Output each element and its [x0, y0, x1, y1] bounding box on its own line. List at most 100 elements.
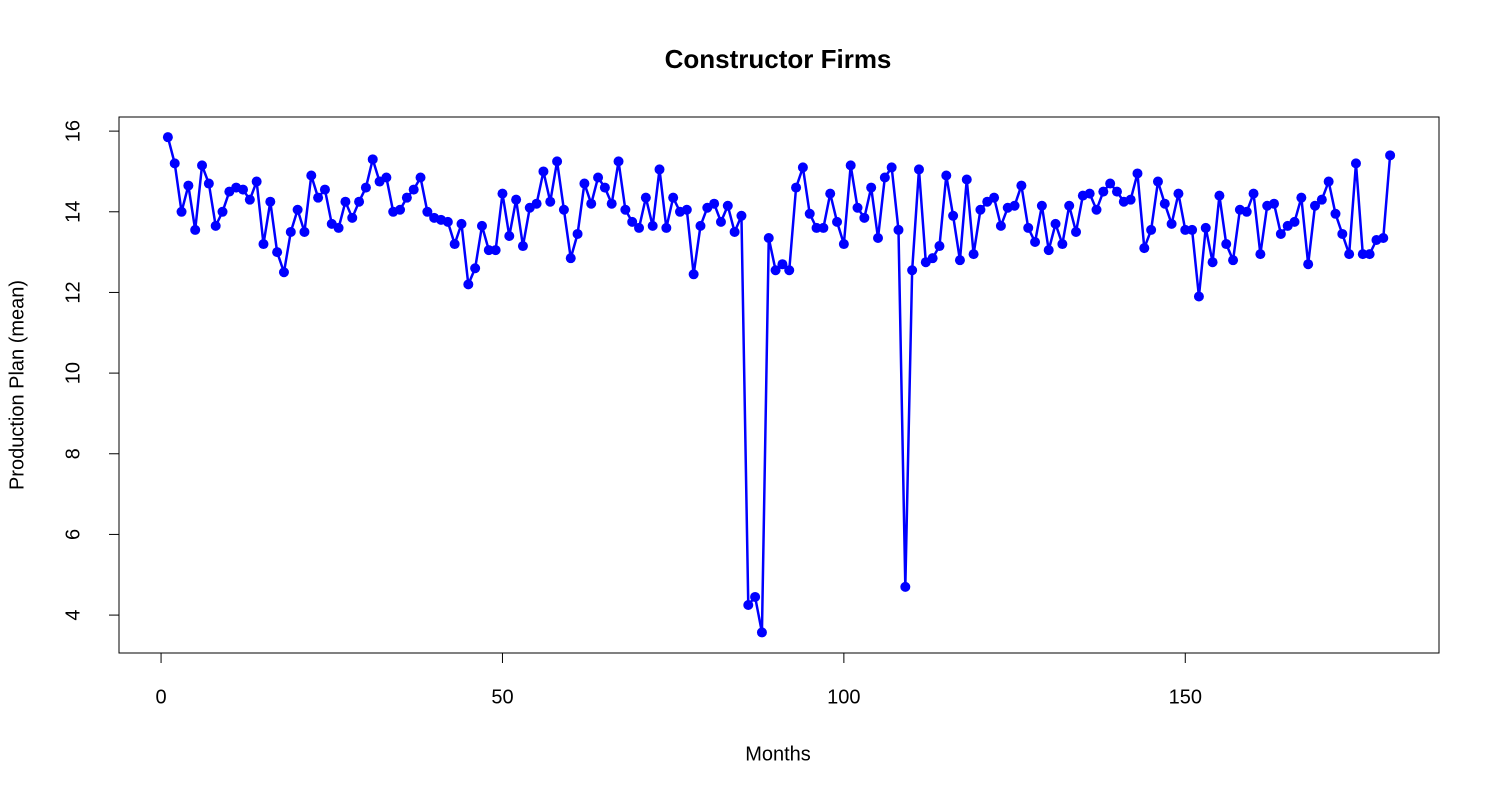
data-point	[354, 196, 365, 207]
data-point	[866, 182, 877, 193]
y-tick-label: 12	[62, 281, 84, 303]
data-point	[722, 200, 733, 211]
data-point	[756, 627, 767, 638]
data-point	[340, 196, 351, 207]
data-point	[948, 210, 959, 221]
data-point	[1166, 218, 1177, 229]
data-point	[1050, 218, 1061, 229]
data-point	[825, 188, 836, 199]
data-point	[620, 204, 631, 215]
data-point	[852, 202, 863, 213]
data-point	[1193, 291, 1204, 302]
data-point	[1091, 204, 1102, 215]
data-point	[1296, 192, 1307, 203]
data-point	[681, 204, 692, 215]
data-point	[770, 265, 781, 276]
data-point	[1159, 198, 1170, 209]
data-point	[1200, 222, 1211, 233]
data-point	[360, 182, 371, 193]
data-point	[579, 178, 590, 189]
data-point	[1344, 249, 1355, 260]
data-point	[1337, 228, 1348, 239]
data-point	[1248, 188, 1259, 199]
data-point	[989, 192, 1000, 203]
data-point	[934, 241, 945, 252]
data-point	[1303, 259, 1314, 270]
y-tick-label: 4	[62, 610, 84, 621]
data-point	[975, 204, 986, 215]
x-axis-label: Months	[745, 743, 811, 765]
data-point	[470, 263, 481, 274]
data-point	[401, 192, 412, 203]
data-point	[313, 192, 324, 203]
data-point	[1030, 237, 1041, 248]
data-point	[893, 224, 904, 235]
data-point	[1023, 222, 1034, 233]
data-point	[1064, 200, 1075, 211]
data-point	[1111, 186, 1122, 197]
data-point	[162, 132, 173, 143]
data-point	[558, 204, 569, 215]
data-point	[244, 194, 255, 205]
data-point	[511, 194, 522, 205]
data-point	[832, 216, 843, 227]
data-point	[442, 216, 453, 227]
data-point	[777, 259, 788, 270]
data-point	[907, 265, 918, 276]
data-point	[797, 162, 808, 173]
y-axis-label: Production Plan (mean)	[6, 280, 28, 490]
data-point	[736, 210, 747, 221]
data-point	[265, 196, 276, 207]
data-point	[381, 172, 392, 183]
data-point	[395, 204, 406, 215]
data-point	[1221, 239, 1232, 250]
data-point	[995, 220, 1006, 231]
data-point	[804, 208, 815, 219]
data-point	[183, 180, 194, 191]
data-point	[729, 226, 740, 237]
data-point	[913, 164, 924, 175]
data-point	[845, 160, 856, 171]
data-point	[606, 198, 617, 209]
data-point	[640, 192, 651, 203]
x-tick-label: 100	[827, 686, 860, 708]
data-point	[709, 198, 720, 209]
data-point	[1207, 257, 1218, 268]
data-point	[1071, 226, 1082, 237]
data-point	[1255, 249, 1266, 260]
data-point	[531, 198, 542, 209]
data-point	[449, 239, 460, 250]
data-point	[599, 182, 610, 193]
data-point	[422, 206, 433, 217]
data-point	[859, 212, 870, 223]
y-tick-label: 8	[62, 448, 84, 459]
data-point	[1152, 176, 1163, 187]
data-point	[251, 176, 262, 187]
data-point	[565, 253, 576, 264]
data-point	[1016, 180, 1027, 191]
data-point	[627, 216, 638, 227]
data-point	[1084, 188, 1095, 199]
data-point	[176, 206, 187, 217]
data-point	[715, 216, 726, 227]
data-point	[1330, 208, 1341, 219]
data-point	[463, 279, 474, 290]
data-point	[968, 249, 979, 260]
data-point	[1009, 200, 1020, 211]
data-point	[791, 182, 802, 193]
data-point	[497, 188, 508, 199]
data-point	[1132, 168, 1143, 179]
chart-title: Constructor Firms	[665, 44, 892, 74]
data-point	[838, 239, 849, 250]
data-point	[668, 192, 679, 203]
data-point	[695, 220, 706, 231]
data-point	[927, 253, 938, 264]
data-point	[900, 581, 911, 592]
data-point	[634, 222, 645, 233]
data-point	[750, 591, 761, 602]
data-point	[197, 160, 208, 171]
y-tick-label: 6	[62, 529, 84, 540]
data-point	[593, 172, 604, 183]
data-point	[504, 230, 515, 241]
